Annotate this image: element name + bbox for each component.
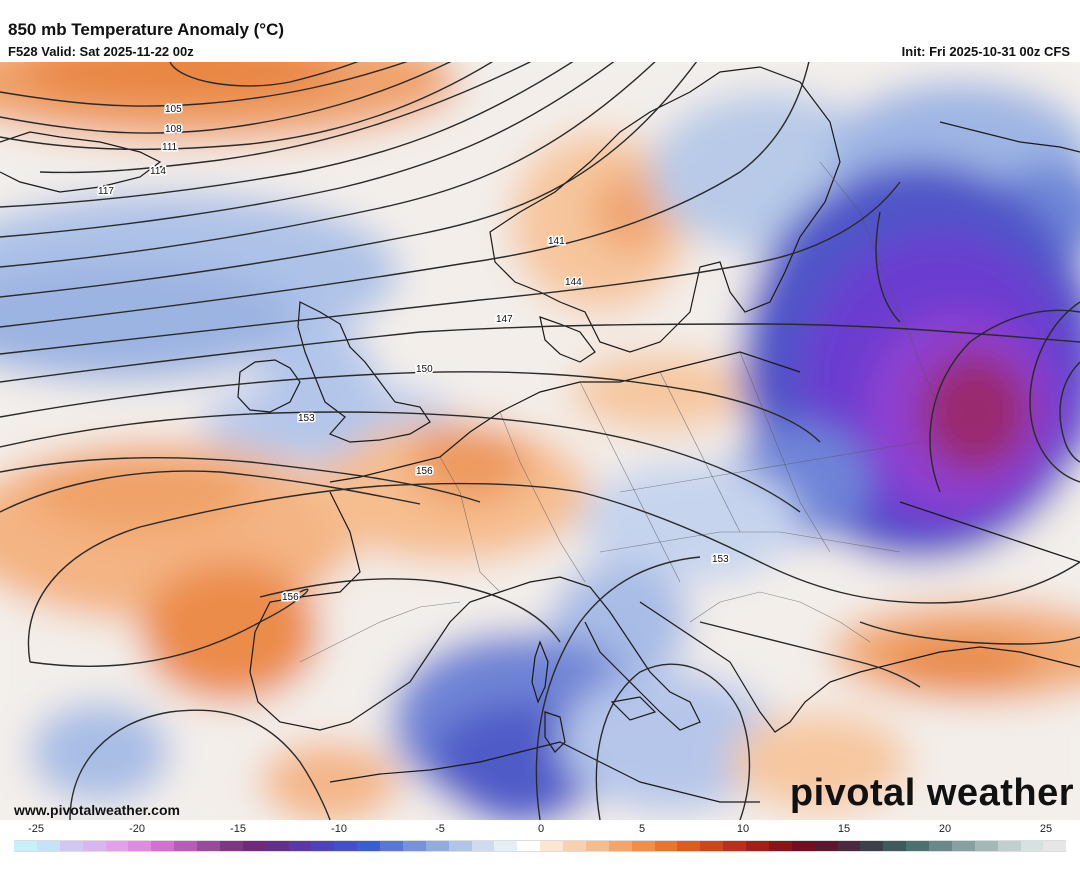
colorbar-segment	[128, 841, 152, 851]
colorbar-segment	[837, 841, 861, 851]
colorbar-tick-labels: -25 -20 -15 -10 -5 0 5 10 15 20 25	[0, 823, 1080, 839]
colorbar-segment	[768, 841, 792, 851]
colorbar-segment	[540, 841, 563, 851]
colorbar-tick-label: -20	[129, 823, 145, 835]
colorbar-segment	[82, 841, 106, 851]
contour-label: 147	[496, 314, 513, 325]
colorbar-segment	[951, 841, 975, 851]
colorbar-tick-label: -15	[230, 823, 246, 835]
colorbar-segment	[14, 841, 37, 851]
contour-label: 156	[416, 466, 433, 477]
contour-label: 156	[282, 592, 299, 603]
colorbar-segment	[471, 841, 495, 851]
contour-label: 114	[150, 166, 166, 177]
colorbar-segment	[105, 841, 129, 851]
contour-label: 108	[165, 124, 182, 135]
colorbar-tick-label: 15	[837, 823, 851, 835]
colorbar-segment	[883, 841, 907, 851]
colorbar-tick-label: 0	[537, 823, 545, 835]
contour-label: 153	[298, 413, 315, 424]
contour-label: 141	[548, 236, 565, 247]
colorbar-segment	[174, 841, 197, 851]
colorbar-segment	[677, 841, 701, 851]
contour-label-group: 105 108 111 114 117 141 144 147 150 153 …	[97, 103, 731, 605]
colorbar-segment	[265, 841, 289, 851]
colorbar-segment	[906, 841, 929, 851]
colorbar-segment	[288, 841, 312, 851]
colorbar-tick-label: 5	[638, 823, 646, 835]
colorbar-segment	[860, 841, 884, 851]
contour-label: 144	[565, 277, 582, 288]
colorbar-segment	[448, 841, 472, 851]
colorbar-segment	[814, 841, 838, 851]
colorbar-segment	[219, 841, 243, 851]
anomaly-map[interactable]: 105 108 111 114 117 141 144 147 150 153 …	[0, 62, 1080, 820]
contour-label: 111	[162, 142, 178, 153]
colorbar-segment	[334, 841, 358, 851]
colorbar-segment	[974, 841, 998, 851]
colorbar-segment	[997, 841, 1021, 851]
colorbar-segment	[700, 841, 724, 851]
colorbar-segment	[631, 841, 655, 851]
colorbar-segment	[242, 841, 266, 851]
colorbar-segment	[425, 841, 449, 851]
colorbar-tick-label: -25	[28, 823, 44, 835]
colorbar-segment	[791, 841, 815, 851]
header: 850 mb Temperature Anomaly (°C) F528 Val…	[0, 0, 1080, 62]
anomaly-fill	[0, 62, 1080, 820]
colorbar-segment	[585, 841, 609, 851]
colorbar-tick-label: 25	[1039, 823, 1053, 835]
colorbar-segment	[402, 841, 426, 851]
colorbar-segment	[494, 841, 518, 851]
colorbar-segment	[311, 841, 335, 851]
colorbar-segment	[36, 841, 60, 851]
coastlines	[0, 66, 1080, 803]
colorbar-segment	[1020, 841, 1044, 851]
colorbar-segment	[197, 841, 220, 851]
colorbar-segment	[151, 841, 175, 851]
contour-label: 105	[165, 104, 182, 115]
colorbar-segment	[929, 841, 952, 851]
colorbar-segment	[746, 841, 769, 851]
country-borders	[299, 161, 941, 663]
map-svg: 105 108 111 114 117 141 144 147 150 153 …	[0, 62, 1080, 820]
colorbar-segment	[723, 841, 746, 851]
colorbar-tick-label: 20	[938, 823, 952, 835]
colorbar	[14, 840, 1067, 852]
colorbar-tick-label: 10	[736, 823, 750, 835]
brand-logo: pivotal weather	[789, 772, 1074, 814]
valid-time: F528 Valid: Sat 2025-11-22 00z	[8, 44, 194, 59]
map-title: 850 mb Temperature Anomaly (°C)	[8, 20, 285, 39]
colorbar-segment	[517, 841, 541, 851]
colorbar-segment	[59, 841, 83, 851]
colorbar-tick-label: -10	[331, 823, 347, 835]
contour-label: 150	[416, 364, 433, 375]
website-url[interactable]: www.pivotalweather.com	[14, 802, 180, 818]
colorbar-segment	[654, 841, 678, 851]
colorbar-tick-label: -5	[435, 823, 445, 835]
contour-label: 153	[712, 554, 729, 565]
colorbar-segment	[357, 841, 380, 851]
init-time: Init: Fri 2025-10-31 00z CFS	[901, 44, 1070, 59]
height-contours	[0, 62, 1080, 820]
colorbar-segment	[608, 841, 632, 851]
colorbar-segment	[1043, 841, 1067, 851]
colorbar-segment	[563, 841, 586, 851]
colorbar-segment	[380, 841, 403, 851]
contour-label: 117	[98, 186, 114, 197]
